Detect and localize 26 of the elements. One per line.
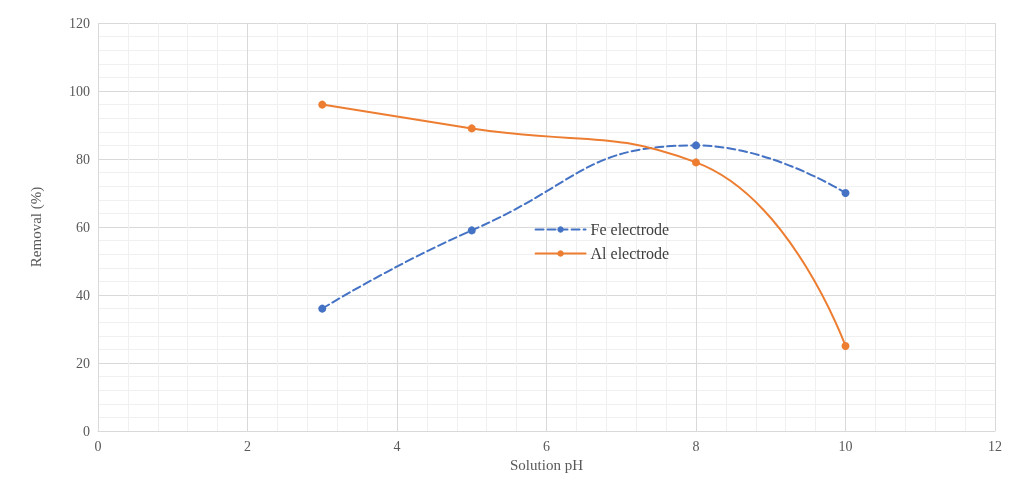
y-tick-label: 120 <box>69 15 90 31</box>
y-tick-label: 40 <box>76 287 90 303</box>
x-tick-label: 0 <box>94 438 102 454</box>
y-tick-label: 0 <box>83 423 90 439</box>
x-tick-label: 4 <box>393 438 401 454</box>
point <box>692 158 700 167</box>
y-tick-label: 80 <box>76 151 90 167</box>
point <box>841 189 850 197</box>
x-tick-label: 12 <box>988 438 1002 454</box>
x-tick-label: 2 <box>244 438 251 454</box>
x-tick-label: 8 <box>692 438 700 454</box>
point <box>841 342 850 350</box>
y-tick-label: 100 <box>69 83 90 99</box>
legend-label: Fe electrode <box>590 221 670 239</box>
x-axis-title: Solution pH <box>510 457 584 474</box>
x-tick-label: 6 <box>543 438 550 454</box>
point <box>318 304 327 313</box>
point <box>467 226 476 235</box>
y-tick-label: 60 <box>76 219 90 235</box>
x-tick-label: 10 <box>838 438 853 454</box>
point <box>692 141 700 150</box>
y-tick-label: 20 <box>76 355 90 371</box>
legend-label: Al electrode <box>590 245 670 263</box>
point <box>467 124 476 133</box>
point <box>318 100 327 109</box>
y-axis-title: Removal (%) <box>27 186 45 268</box>
